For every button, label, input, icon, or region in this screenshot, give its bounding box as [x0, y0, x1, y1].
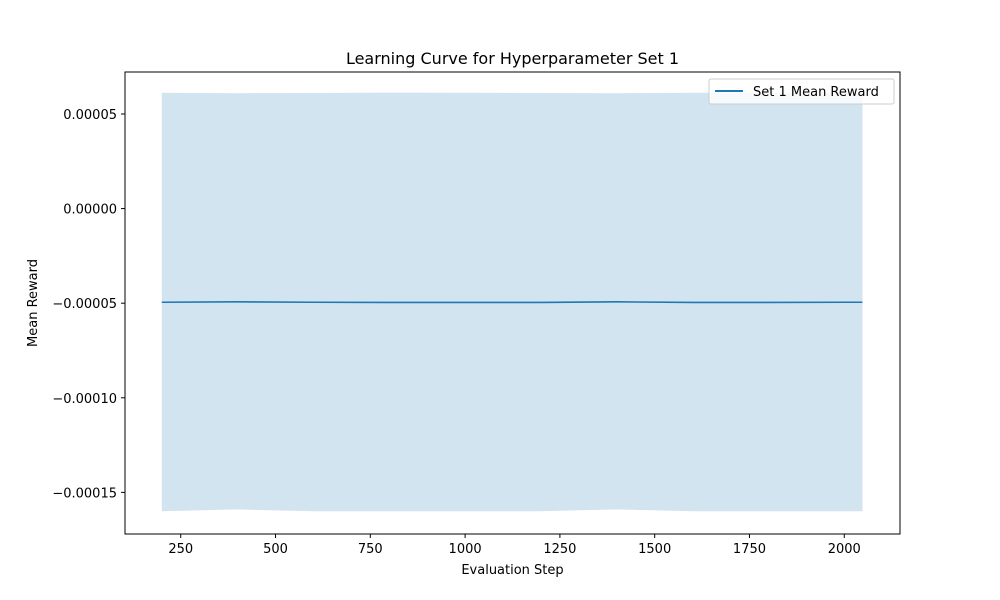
y-tick-label: −0.00015: [52, 486, 117, 501]
y-tick-label: 0.00005: [63, 108, 117, 123]
y-tick-label: −0.00005: [52, 297, 117, 312]
x-tick-label: 1250: [543, 542, 576, 557]
x-tick-label: 2000: [828, 542, 861, 557]
legend: Set 1 Mean Reward: [708, 78, 895, 105]
chart-title: Learning Curve for Hyperparameter Set 1: [346, 49, 679, 68]
x-axis-label: Evaluation Step: [461, 563, 563, 578]
y-axis-label: Mean Reward: [26, 259, 41, 347]
series-0-line: [161, 301, 863, 304]
x-tick-label: 1000: [449, 542, 482, 557]
x-tick-label: 750: [358, 542, 383, 557]
x-tick-label: 1750: [733, 542, 766, 557]
x-tick-label: 250: [168, 542, 193, 557]
legend-box: [708, 78, 895, 105]
x-tick-label: 1500: [638, 542, 671, 557]
y-axis: 0.00005 0.00000 −0.00005 −0.00010 −0.00015: [52, 108, 125, 501]
x-tick-label: 500: [263, 542, 288, 557]
y-tick-label: 0.00000: [63, 203, 117, 218]
plot-area: [161, 92, 863, 512]
legend-label: Set 1 Mean Reward: [753, 85, 879, 100]
x-axis: 250 500 750 1000 1250 1500 1750 2000: [168, 534, 861, 557]
y-tick-label: −0.00010: [52, 392, 117, 407]
